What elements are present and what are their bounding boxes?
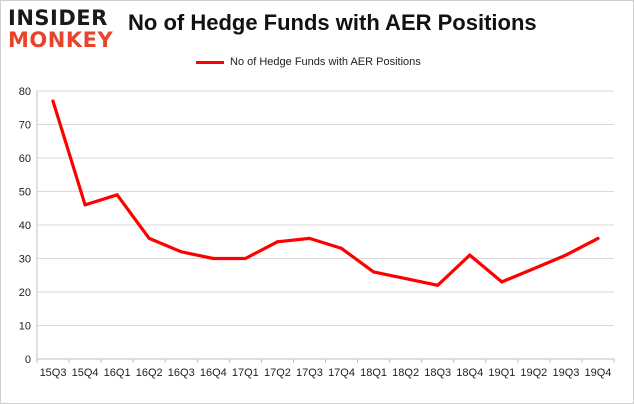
data-point-18Q1: [372, 270, 376, 274]
x-tick-label-17Q1: 17Q1: [232, 367, 259, 379]
insider-monkey-logo: INSIDER MONKEY: [8, 6, 116, 52]
x-tick-label-18Q1: 18Q1: [360, 367, 387, 379]
x-tick-label-16Q1: 16Q1: [104, 367, 131, 379]
data-point-18Q3: [436, 283, 440, 287]
y-tick-label-0: 0: [25, 354, 31, 366]
x-tick-label-18Q3: 18Q3: [424, 367, 451, 379]
logo-text-monkey: MONKEY: [8, 28, 114, 52]
data-point-16Q3: [179, 250, 183, 254]
data-point-18Q4: [468, 253, 472, 257]
x-tick-label-16Q3: 16Q3: [168, 367, 195, 379]
series-line-0: [51, 99, 600, 287]
data-point-19Q3: [564, 253, 568, 257]
x-tick-label-19Q3: 19Q3: [552, 367, 579, 379]
y-tick-label-50: 50: [19, 187, 31, 199]
data-point-18Q2: [404, 277, 408, 281]
legend-label: No of Hedge Funds with AER Positions: [230, 56, 421, 68]
y-tick-label-40: 40: [19, 220, 31, 232]
y-tick-label-60: 60: [19, 153, 31, 165]
x-tick-label-17Q3: 17Q3: [296, 367, 323, 379]
data-point-19Q2: [532, 267, 536, 271]
data-point-19Q4: [596, 236, 600, 240]
data-point-17Q3: [307, 236, 311, 240]
data-point-15Q3: [51, 99, 55, 103]
data-point-17Q1: [243, 257, 247, 260]
y-tick-label-70: 70: [19, 120, 31, 132]
data-point-15Q4: [83, 203, 87, 207]
x-tick-label-18Q4: 18Q4: [456, 367, 483, 379]
x-tick-label-16Q4: 16Q4: [200, 367, 227, 379]
x-tick-label-19Q1: 19Q1: [488, 367, 515, 379]
legend-swatch: [196, 60, 224, 64]
chart-title: No of Hedge Funds with AER Positions: [128, 10, 537, 35]
data-point-16Q1: [115, 193, 119, 197]
y-tick-label-20: 20: [19, 287, 31, 299]
legend: No of Hedge Funds with AER Positions: [196, 54, 421, 70]
y-tick-label-80: 80: [19, 86, 31, 98]
logo-text-insider: INSIDER: [8, 6, 108, 30]
x-tick-label-15Q4: 15Q4: [72, 367, 99, 379]
data-point-17Q2: [275, 240, 279, 244]
x-tick-label-19Q2: 19Q2: [520, 367, 547, 379]
data-point-19Q1: [500, 280, 504, 284]
data-point-17Q4: [340, 246, 344, 250]
x-tick-label-16Q2: 16Q2: [136, 367, 163, 379]
x-tick-label-17Q4: 17Q4: [328, 367, 355, 379]
data-point-16Q4: [211, 257, 215, 260]
data-point-16Q2: [147, 236, 151, 240]
x-tick-label-18Q2: 18Q2: [392, 367, 419, 379]
x-tick-label-15Q3: 15Q3: [40, 367, 67, 379]
y-tick-label-30: 30: [19, 254, 31, 266]
y-tick-label-10: 10: [19, 321, 31, 333]
x-tick-label-19Q4: 19Q4: [585, 367, 612, 379]
x-tick-label-17Q2: 17Q2: [264, 367, 291, 379]
